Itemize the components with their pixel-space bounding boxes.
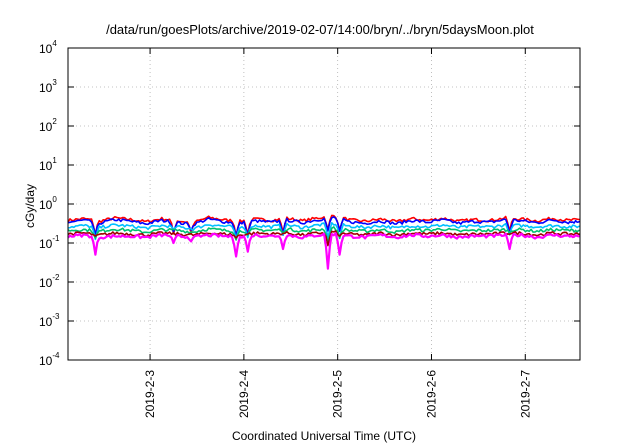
x-tick-label: 2019-2-7 — [518, 370, 532, 418]
y-tick-label: 100 — [39, 195, 57, 212]
series-group — [67, 214, 581, 270]
x-tick-label: 2019-2-4 — [237, 370, 251, 418]
x-tick-label: 2019-2-6 — [424, 370, 438, 418]
series-line — [67, 232, 581, 270]
axis-ticks: 10-4 10-3 10-2 10-1 100 101 102 103 104 2019-2-3 2… — [39, 39, 580, 418]
y-tick-label: 10-3 — [39, 312, 60, 329]
y-tick-label: 101 — [39, 156, 57, 173]
y-tick-label: 10-4 — [39, 351, 60, 368]
chart-title: /data/run/goesPlots/archive/2019-02-07/1… — [106, 22, 534, 37]
y-tick-label: 103 — [39, 78, 57, 95]
series-line — [67, 216, 581, 237]
y-tick-label: 102 — [39, 117, 57, 134]
series-line — [67, 226, 581, 243]
x-tick-label: 2019-2-5 — [331, 370, 345, 418]
x-tick-label: 2019-2-3 — [143, 370, 157, 418]
series-line — [67, 222, 581, 241]
y-tick-label: 10-2 — [39, 273, 60, 290]
x-axis-label: Coordinated Universal Time (UTC) — [231, 429, 417, 443]
y-axis-label: cGy/day — [23, 183, 37, 229]
grid-lines — [68, 48, 580, 360]
y-tick-label: 10-1 — [39, 234, 60, 251]
y-tick-label: 104 — [39, 39, 57, 56]
